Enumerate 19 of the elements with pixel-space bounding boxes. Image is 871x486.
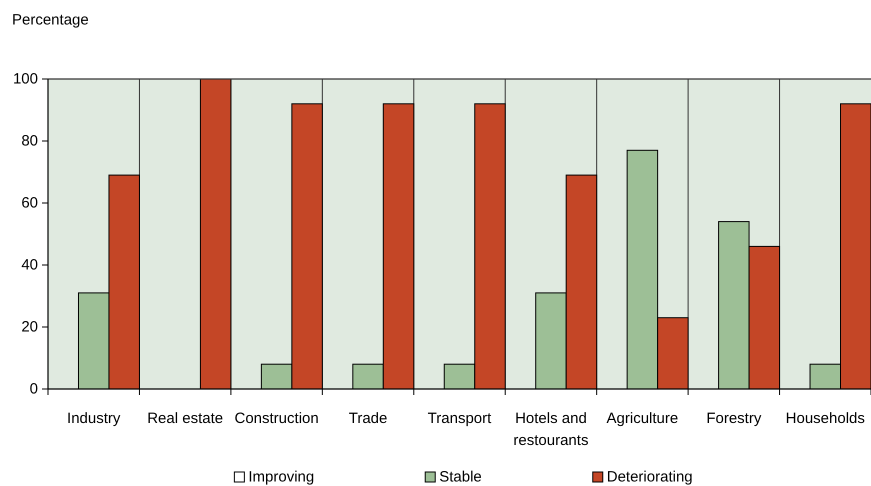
x-tick-label: Transport [428, 410, 492, 426]
y-tick-label: 20 [21, 318, 38, 336]
x-tick-label: Real estate [147, 410, 224, 426]
y-tick-label: 0 [30, 380, 38, 398]
y-tick-label: 60 [21, 194, 38, 212]
x-tick-label: Construction [234, 410, 319, 426]
x-tick-label: Households [786, 410, 865, 426]
x-tick-label: Hotels and restourants [513, 410, 588, 448]
legend-label: Deteriorating [606, 468, 693, 486]
legend-label: Stable [439, 468, 482, 486]
legend-label: Improving [248, 468, 314, 486]
y-axis-title: Percentage [12, 12, 89, 28]
x-tick-label: Industry [67, 410, 121, 426]
x-tick-label: Forestry [706, 410, 762, 426]
y-tick-label: 40 [21, 256, 38, 274]
x-tick-label: Trade [348, 410, 388, 426]
y-tick-label: 100 [12, 70, 38, 88]
x-tick-label: Agriculture [606, 410, 678, 426]
y-tick-label: 80 [21, 132, 38, 150]
